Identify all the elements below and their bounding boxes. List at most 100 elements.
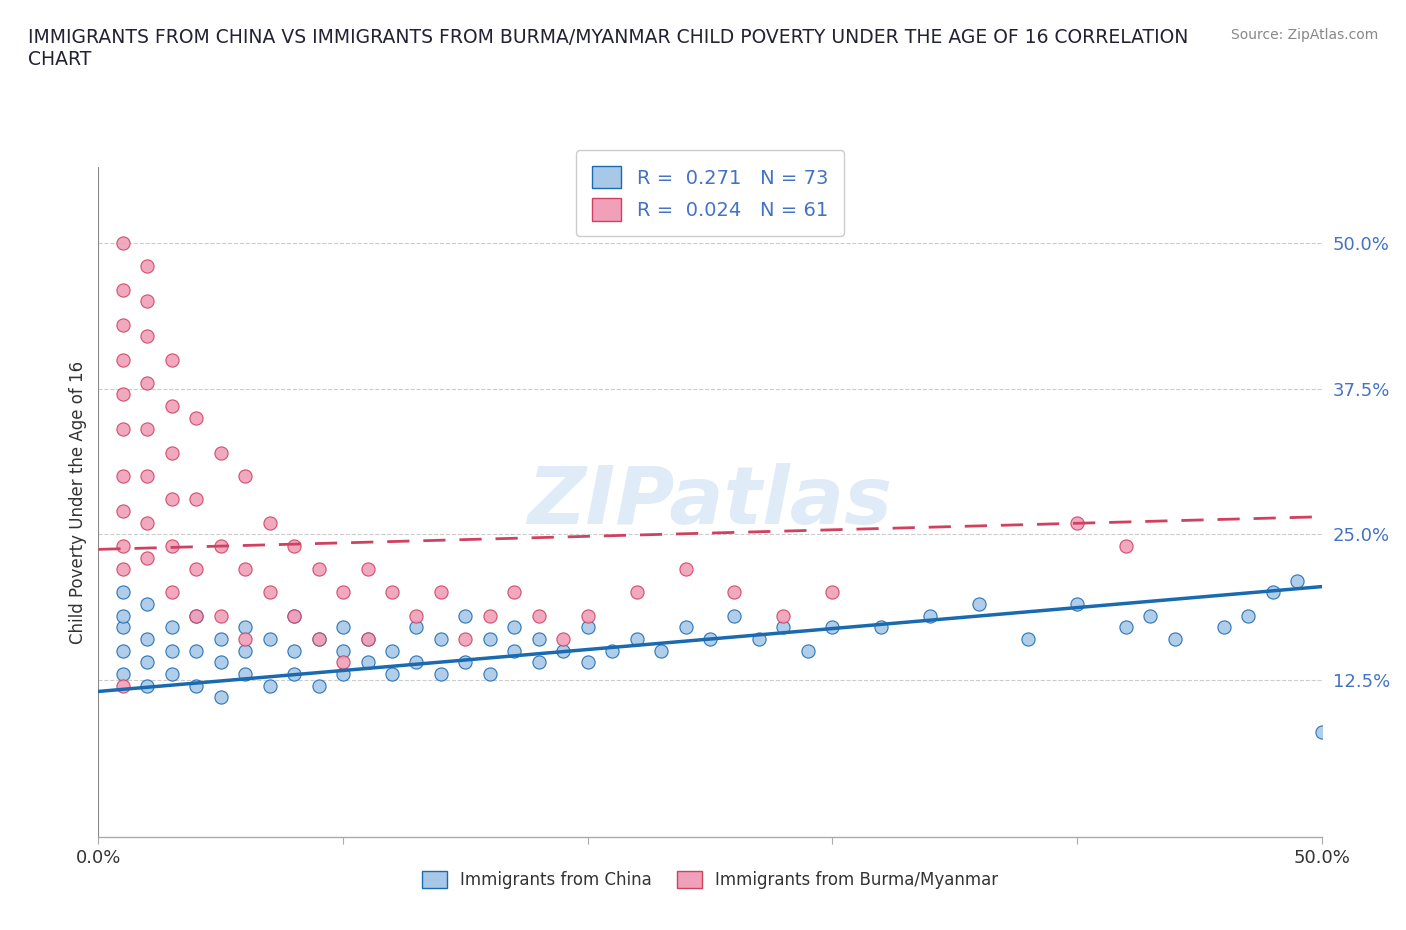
Point: [797, 644, 820, 658]
Point: [503, 620, 526, 635]
Point: [332, 667, 354, 682]
Point: [430, 667, 453, 682]
Point: [675, 562, 697, 577]
Point: [209, 538, 232, 553]
Point: [233, 562, 256, 577]
Point: [699, 631, 721, 646]
Point: [1115, 538, 1137, 553]
Point: [186, 644, 208, 658]
Point: [160, 352, 183, 367]
Point: [111, 387, 134, 402]
Point: [233, 620, 256, 635]
Point: [308, 631, 330, 646]
Point: [136, 631, 159, 646]
Point: [381, 585, 404, 600]
Y-axis label: Child Poverty Under the Age of 16: Child Poverty Under the Age of 16: [69, 361, 87, 644]
Point: [136, 678, 159, 693]
Point: [136, 422, 159, 437]
Point: [259, 585, 281, 600]
Point: [160, 644, 183, 658]
Point: [553, 631, 575, 646]
Point: [920, 608, 942, 623]
Point: [136, 515, 159, 530]
Point: [111, 235, 134, 250]
Point: [111, 608, 134, 623]
Point: [160, 585, 183, 600]
Point: [626, 585, 648, 600]
Point: [600, 644, 623, 658]
Point: [111, 585, 134, 600]
Point: [1017, 631, 1039, 646]
Point: [821, 620, 844, 635]
Point: [332, 655, 354, 670]
Point: [186, 678, 208, 693]
Point: [381, 667, 404, 682]
Point: [478, 667, 501, 682]
Point: [111, 678, 134, 693]
Point: [111, 562, 134, 577]
Point: [283, 667, 305, 682]
Point: [430, 585, 453, 600]
Point: [503, 644, 526, 658]
Point: [209, 690, 232, 705]
Point: [870, 620, 893, 635]
Point: [136, 655, 159, 670]
Point: [1310, 724, 1333, 739]
Point: [111, 503, 134, 518]
Point: [308, 562, 330, 577]
Point: [772, 620, 794, 635]
Point: [136, 329, 159, 344]
Point: [136, 597, 159, 612]
Point: [186, 608, 208, 623]
Point: [111, 538, 134, 553]
Point: [576, 655, 599, 670]
Text: ZIPatlas: ZIPatlas: [527, 463, 893, 541]
Point: [160, 538, 183, 553]
Point: [356, 655, 378, 670]
Point: [111, 422, 134, 437]
Point: [233, 469, 256, 484]
Point: [356, 631, 378, 646]
Point: [1261, 585, 1284, 600]
Point: [233, 631, 256, 646]
Point: [967, 597, 990, 612]
Point: [478, 631, 501, 646]
Point: [454, 608, 477, 623]
Point: [136, 294, 159, 309]
Point: [259, 678, 281, 693]
Point: [723, 608, 745, 623]
Point: [772, 608, 794, 623]
Point: [160, 399, 183, 414]
Point: [1237, 608, 1260, 623]
Point: [356, 562, 378, 577]
Point: [136, 259, 159, 273]
Point: [209, 608, 232, 623]
Point: [576, 620, 599, 635]
Point: [821, 585, 844, 600]
Point: [283, 608, 305, 623]
Point: [186, 492, 208, 507]
Point: [136, 469, 159, 484]
Point: [111, 620, 134, 635]
Point: [209, 445, 232, 460]
Point: [283, 644, 305, 658]
Point: [186, 608, 208, 623]
Point: [136, 376, 159, 391]
Point: [332, 585, 354, 600]
Point: [259, 515, 281, 530]
Point: [454, 655, 477, 670]
Point: [553, 644, 575, 658]
Point: [503, 585, 526, 600]
Point: [160, 492, 183, 507]
Point: [186, 410, 208, 425]
Point: [1164, 631, 1187, 646]
Point: [308, 631, 330, 646]
Point: [283, 608, 305, 623]
Text: IMMIGRANTS FROM CHINA VS IMMIGRANTS FROM BURMA/MYANMAR CHILD POVERTY UNDER THE A: IMMIGRANTS FROM CHINA VS IMMIGRANTS FROM…: [28, 28, 1188, 69]
Point: [748, 631, 770, 646]
Point: [454, 631, 477, 646]
Legend: Immigrants from China, Immigrants from Burma/Myanmar: Immigrants from China, Immigrants from B…: [415, 864, 1005, 896]
Point: [478, 608, 501, 623]
Point: [111, 352, 134, 367]
Point: [160, 620, 183, 635]
